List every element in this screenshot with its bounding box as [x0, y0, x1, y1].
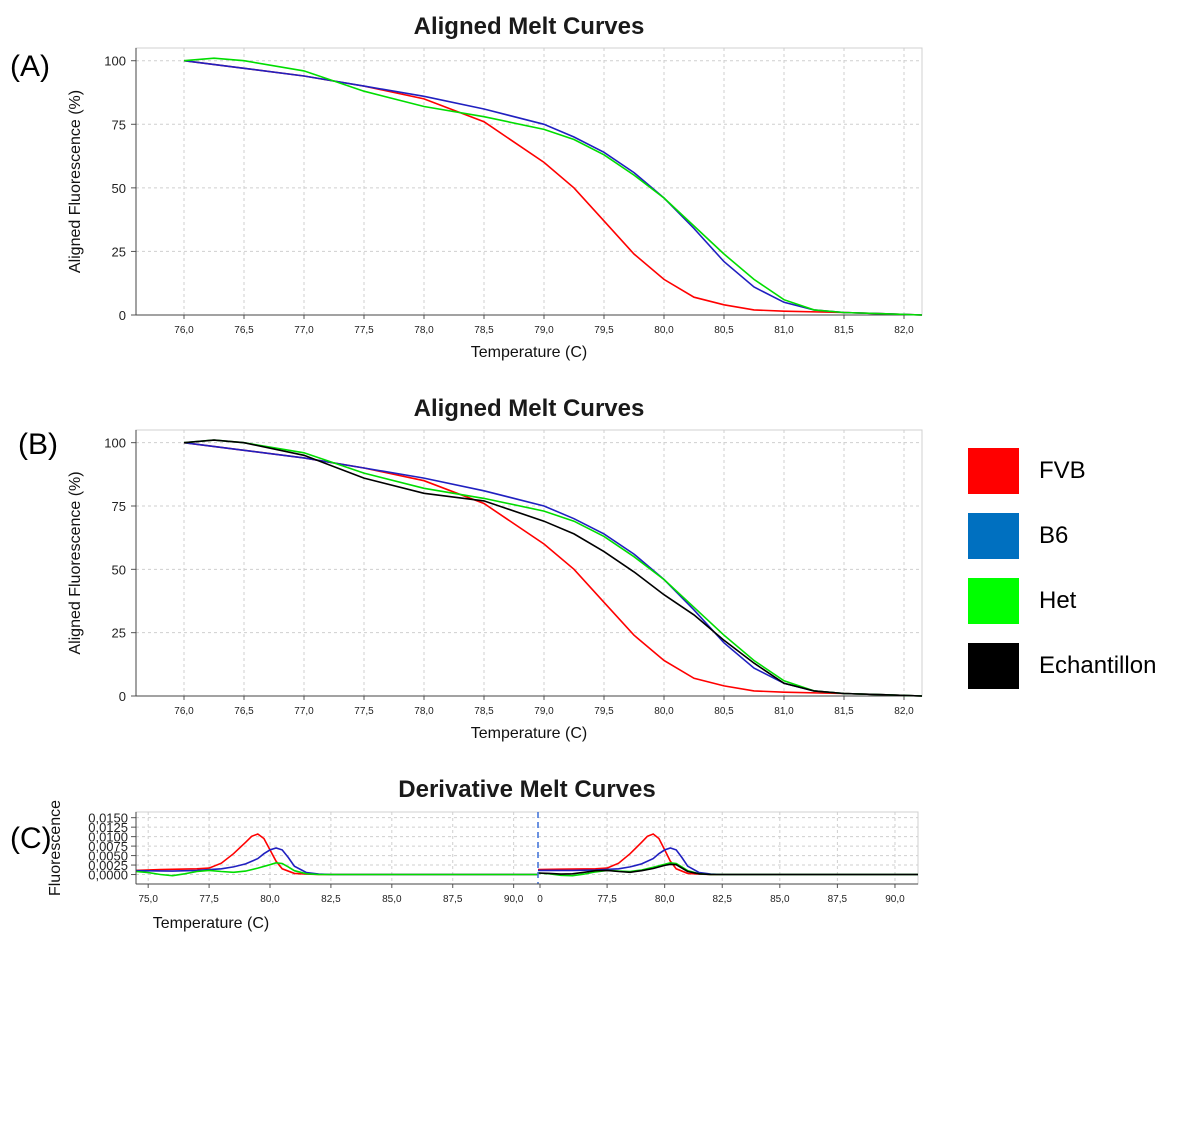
chart-1-x-tick-label: 76,0 — [174, 706, 194, 717]
chart-0-y-tick-label: 0 — [119, 308, 126, 323]
chart-0-y-tick-label: 25 — [112, 244, 126, 259]
chart-1-x-tick-label: 80,0 — [654, 706, 674, 717]
chart-2-plot-area — [135, 811, 919, 885]
legend: FVB B6 Het Echantillon — [968, 438, 1156, 698]
chart-2-left-x-tick-label: 80,0 — [260, 894, 280, 905]
panel-label-c: (C) — [10, 822, 52, 855]
chart-0-x-tick-label: 79,5 — [594, 325, 614, 336]
chart-1-plot-area — [135, 429, 923, 697]
chart-2-left-x-tick-label: 90,0 — [504, 894, 524, 905]
chart-2-right-x-tick-label: 85,0 — [770, 894, 790, 905]
chart-2-left-x-tick-label: 82,5 — [321, 894, 341, 905]
chart-2-right-x-tick-label: 80,0 — [655, 894, 675, 905]
chart-1-x-tick-label: 82,0 — [894, 706, 914, 717]
chart-2-left-x-tick-label: 87,5 — [443, 894, 463, 905]
chart-2-title: Derivative Melt Curves — [398, 776, 655, 803]
chart-2-right-series-line-3 — [537, 863, 918, 876]
legend-item-fvb: FVB — [968, 438, 1156, 503]
chart-1-series-line-2 — [183, 439, 923, 697]
legend-item-echantillon: Echantillon — [968, 633, 1156, 698]
chart-0-x-tick-label: 81,5 — [834, 325, 854, 336]
chart-0-x-tick-label: 78,5 — [474, 325, 494, 336]
chart-0-series-line-1 — [183, 59, 923, 316]
chart-0-y-axis-title: Aligned Fluorescence (%) — [67, 90, 84, 273]
chart-1-y-tick-label: 50 — [112, 562, 126, 577]
chart-1-x-tick-label: 79,5 — [594, 706, 614, 717]
chart-0-x-tick-label: 78,0 — [414, 325, 434, 336]
legend-swatch-het — [968, 577, 1019, 624]
chart-2-y-tick-label: 0,0150 — [88, 811, 128, 826]
chart-1-title: Aligned Melt Curves — [414, 395, 645, 422]
chart-0-x-tick-label: 76,5 — [234, 325, 254, 336]
chart-1-y-tick-label: 75 — [112, 499, 126, 514]
chart-0-x-tick-label: 77,0 — [294, 325, 314, 336]
chart-0-x-tick-label: 80,5 — [714, 325, 734, 336]
chart-2-left-x-tick-label: 85,0 — [382, 894, 402, 905]
chart-1-x-tick-label: 80,5 — [714, 706, 734, 717]
chart-2-left-x-tick-label: 77,5 — [199, 894, 219, 905]
chart-2-y-axis-title: Fluorescence — [47, 800, 64, 896]
chart-0-series-line-2 — [183, 57, 923, 316]
legend-swatch-echantillon — [968, 642, 1019, 689]
legend-label-fvb: FVB — [1039, 456, 1086, 484]
legend-label-het: Het — [1039, 586, 1077, 614]
legend-label-b6: B6 — [1039, 521, 1069, 549]
legend-label-echantillon: Echantillon — [1039, 651, 1157, 679]
chart-2-right-x-tick-label: 82,5 — [713, 894, 733, 905]
chart-1-x-tick-label: 81,5 — [834, 706, 854, 717]
chart-1-y-tick-label: 25 — [112, 626, 126, 641]
chart-1-x-axis-title: Temperature (C) — [471, 725, 587, 742]
chart-0-y-tick-label: 100 — [104, 54, 126, 69]
chart-0-x-tick-label: 80,0 — [654, 325, 674, 336]
chart-1-y-axis-title: Aligned Fluorescence (%) — [67, 471, 84, 654]
chart-2-y-tick-label: 0,0125 — [88, 820, 128, 835]
chart-1-y-tick-label: 0 — [119, 689, 126, 704]
chart-0-plot-area — [135, 47, 923, 316]
chart-2-left-series-line-2 — [135, 861, 538, 877]
chart-0-x-tick-label: 79,0 — [534, 325, 554, 336]
chart-2-right-x-tick-label: 77,5 — [597, 894, 617, 905]
chart-2-y-tick-label: 0,0025 — [88, 858, 128, 873]
chart-2-y-tick-label: 0,0075 — [88, 839, 128, 854]
chart-2-right-x-tick-label: 87,5 — [828, 894, 848, 905]
chart-2-y-tick-label: 0,0000 — [88, 868, 128, 883]
chart-1-y-tick-label: 100 — [104, 436, 126, 451]
panel-label-b: (B) — [18, 428, 58, 461]
chart-0-y-tick-label: 75 — [112, 117, 126, 132]
chart-0-x-axis-title: Temperature (C) — [471, 344, 587, 361]
chart-1-x-tick-label: 79,0 — [534, 706, 554, 717]
legend-item-b6: B6 — [968, 503, 1156, 568]
chart-1-x-tick-label: 77,5 — [354, 706, 374, 717]
chart-0-x-tick-label: 81,0 — [774, 325, 794, 336]
chart-0-x-tick-label: 76,0 — [174, 325, 194, 336]
chart-1-series-line-3 — [183, 439, 923, 697]
legend-item-het: Het — [968, 568, 1156, 633]
legend-swatch-fvb — [968, 447, 1019, 494]
chart-0-x-tick-label: 77,5 — [354, 325, 374, 336]
chart-1-x-tick-label: 78,0 — [414, 706, 434, 717]
chart-2-y-tick-label: 0,0050 — [88, 849, 128, 864]
chart-2-left-series-line-1 — [135, 847, 538, 876]
chart-2-right-series-line-1 — [538, 847, 918, 876]
chart-1-x-tick-label: 76,5 — [234, 706, 254, 717]
chart-2-right-x-tick-label: 0 — [537, 894, 543, 905]
chart-2-right-x-tick-label: 90,0 — [885, 894, 905, 905]
legend-swatch-b6 — [968, 512, 1019, 559]
chart-2-x-axis-title: Temperature (C) — [153, 915, 269, 932]
panel-label-a: (A) — [10, 50, 50, 83]
chart-1-x-tick-label: 81,0 — [774, 706, 794, 717]
chart-1-x-tick-label: 78,5 — [474, 706, 494, 717]
chart-1-x-tick-label: 77,0 — [294, 706, 314, 717]
chart-0-y-tick-label: 50 — [112, 181, 126, 196]
chart-2-y-tick-label: 0,0100 — [88, 830, 128, 845]
chart-2-left-x-tick-label: 75,0 — [138, 894, 158, 905]
chart-0-title: Aligned Melt Curves — [414, 13, 645, 40]
chart-0-x-tick-label: 82,0 — [894, 325, 914, 336]
